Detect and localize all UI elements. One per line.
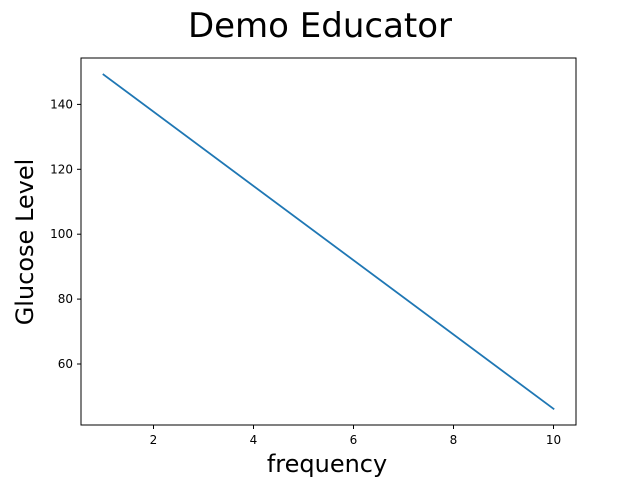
series-line-0 — [102, 73, 555, 411]
x-axis-title: frequency — [267, 450, 387, 478]
x-tick-label: 4 — [250, 433, 258, 447]
x-tick-label: 2 — [150, 433, 158, 447]
y-tick-label: 120 — [50, 162, 73, 176]
chart-title: Demo Educator — [188, 6, 452, 46]
x-tick-label: 10 — [546, 433, 561, 447]
y-tick-label: 80 — [58, 292, 73, 306]
x-tick-label: 8 — [450, 433, 458, 447]
plot-area-frame — [80, 57, 577, 426]
ticks-layer: 2 4 6 8 10 60 80 100 120 140 — [50, 97, 561, 447]
y-tick-label: 60 — [58, 357, 73, 371]
y-tick-label: 100 — [50, 227, 73, 241]
y-axis-title: Glucose Level — [11, 159, 39, 326]
series-layer — [102, 73, 555, 411]
x-tick-label: 6 — [350, 433, 358, 447]
y-tick-label: 140 — [50, 97, 73, 111]
